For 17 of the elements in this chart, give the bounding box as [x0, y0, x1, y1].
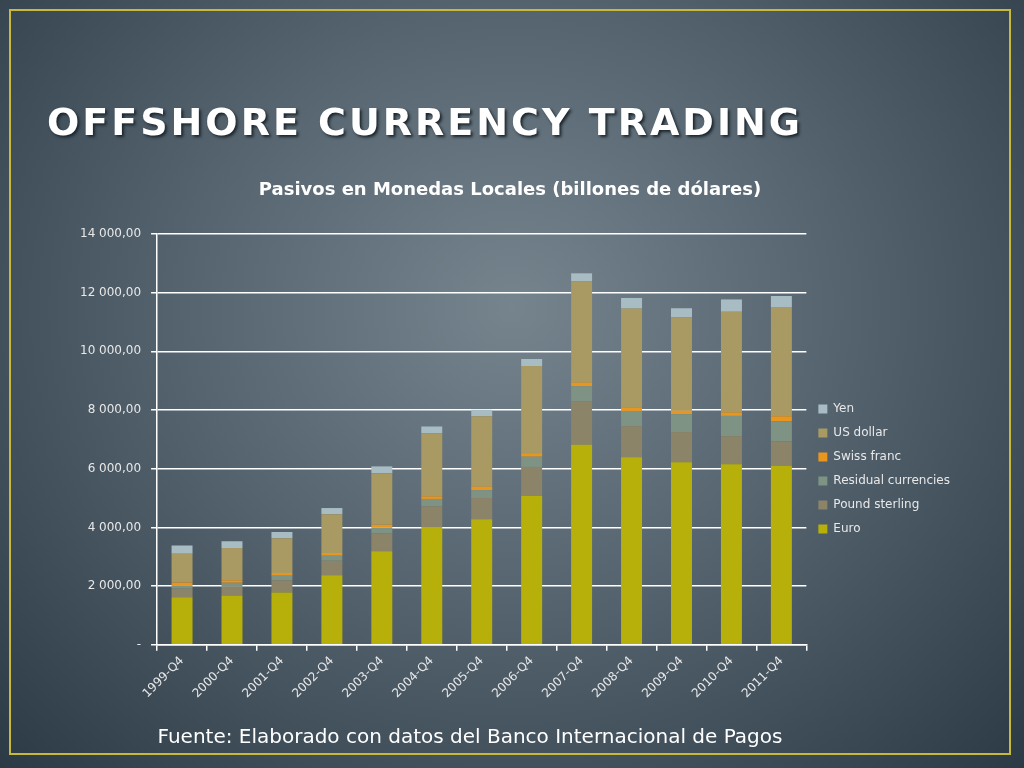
legend-label: Residual currencies: [833, 473, 951, 488]
legend-label: Pound sterling: [833, 497, 920, 512]
y-tick-label: 6 000,00: [87, 460, 142, 475]
y-tick-label: 14 000,00: [79, 226, 142, 241]
source-note: Fuente: Elaborado con datos del Banco Internacional de Pagos: [156, 724, 784, 748]
chart-title: OFFSHORE CURRENCY TRADING: [45, 100, 805, 144]
y-tick-label: 4 000,00: [87, 519, 142, 534]
legend-label: US dollar: [833, 425, 888, 440]
y-tick-label: 2 000,00: [87, 578, 142, 593]
y-tick-label: 12 000,00: [79, 284, 142, 299]
y-tick-label: -: [136, 636, 142, 651]
y-tick-label: 8 000,00: [87, 402, 142, 417]
chart-subtitle: Pasivos en Monedas Locales (billones de dólares): [257, 178, 763, 199]
legend-label: Euro: [833, 521, 861, 536]
y-tick-label: 10 000,00: [79, 343, 142, 358]
legend-label: Yen: [832, 401, 855, 416]
legend-label: Swiss franc: [833, 449, 902, 464]
